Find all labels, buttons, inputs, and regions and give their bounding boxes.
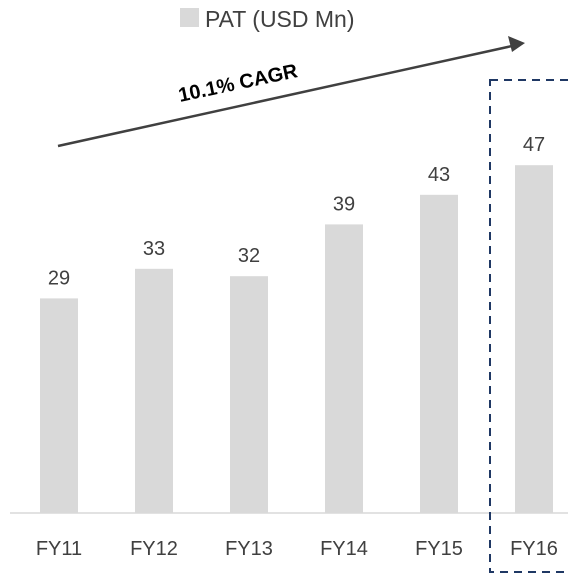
category-label-fy13: FY13 [225,538,273,560]
category-label-fy15: FY15 [415,538,463,560]
value-label-fy14: 39 [333,193,355,215]
value-label-fy11: 29 [48,267,70,289]
legend: PAT (USD Mn) [180,6,355,32]
bar-fy14 [325,224,363,513]
bars-group [40,165,553,514]
bar-fy16 [515,165,553,513]
bar-fy12 [135,268,173,513]
category-label-fy16: FY16 [510,538,558,560]
category-label-fy14: FY14 [320,538,368,560]
category-label-fy11: FY11 [36,538,82,560]
legend-swatch [180,8,199,27]
value-labels-group: 29 33 32 39 43 47 [48,134,545,289]
cagr-arrow-head-icon [508,36,525,52]
cagr-label: 10.1% CAGR [176,60,300,107]
value-label-fy16: 47 [523,134,545,156]
legend-label: PAT (USD Mn) [205,6,355,32]
category-label-fy12: FY12 [130,538,178,560]
cagr-annotation: 10.1% CAGR [57,36,525,148]
bar-fy13 [230,276,268,513]
bar-fy11 [40,298,78,513]
cagr-arrow-line [57,44,513,148]
highlight-box-fy16 [489,79,568,573]
bar-fy15 [420,194,458,514]
value-label-fy15: 43 [428,164,450,186]
value-label-fy12: 33 [143,238,165,260]
value-label-fy13: 32 [238,245,260,267]
category-labels-group: FY11 FY12 FY13 FY14 FY15 FY16 [36,538,558,560]
